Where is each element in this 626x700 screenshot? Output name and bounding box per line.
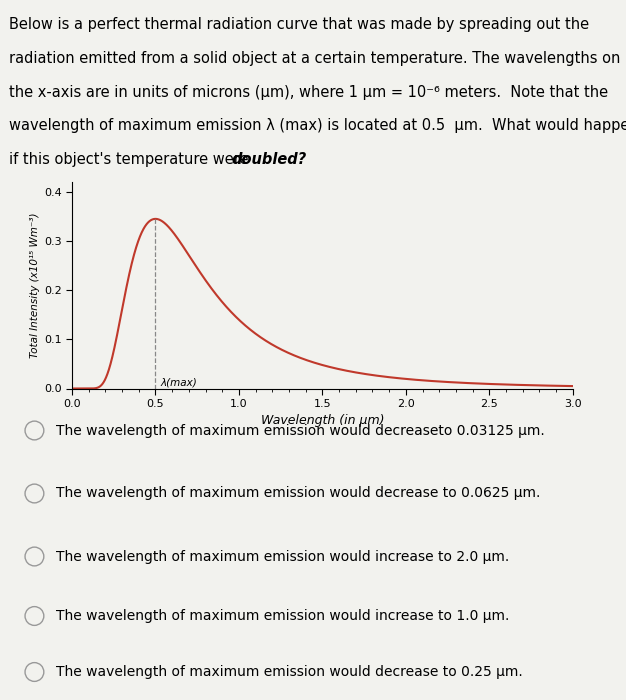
Text: The wavelength of maximum emission would decreaseto 0.03125 μm.: The wavelength of maximum emission would… bbox=[56, 424, 545, 438]
X-axis label: Wavelength (in μm): Wavelength (in μm) bbox=[260, 414, 384, 428]
Text: The wavelength of maximum emission would decrease to 0.0625 μm.: The wavelength of maximum emission would… bbox=[56, 486, 541, 500]
Text: radiation emitted from a solid object at a certain temperature. The wavelengths : radiation emitted from a solid object at… bbox=[9, 51, 621, 66]
Text: λ(max): λ(max) bbox=[160, 377, 197, 387]
Y-axis label: Total Intensity (x10¹⁵ Wm⁻³): Total Intensity (x10¹⁵ Wm⁻³) bbox=[29, 213, 39, 358]
Text: the x-axis are in units of microns (μm), where 1 μm = 10⁻⁶ meters.  Note that th: the x-axis are in units of microns (μm),… bbox=[9, 85, 608, 99]
Text: The wavelength of maximum emission would increase to 1.0 μm.: The wavelength of maximum emission would… bbox=[56, 609, 510, 623]
Text: Below is a perfect thermal radiation curve that was made by spreading out the: Below is a perfect thermal radiation cur… bbox=[9, 18, 590, 32]
Text: if this object's temperature were: if this object's temperature were bbox=[9, 152, 254, 167]
Text: The wavelength of maximum emission would increase to 2.0 μm.: The wavelength of maximum emission would… bbox=[56, 550, 510, 564]
Text: wavelength of maximum emission λ (max) is located at 0.5  μm.  What would happen: wavelength of maximum emission λ (max) i… bbox=[9, 118, 626, 133]
Text: doubled?: doubled? bbox=[232, 152, 307, 167]
Text: The wavelength of maximum emission would decrease to 0.25 μm.: The wavelength of maximum emission would… bbox=[56, 665, 523, 679]
